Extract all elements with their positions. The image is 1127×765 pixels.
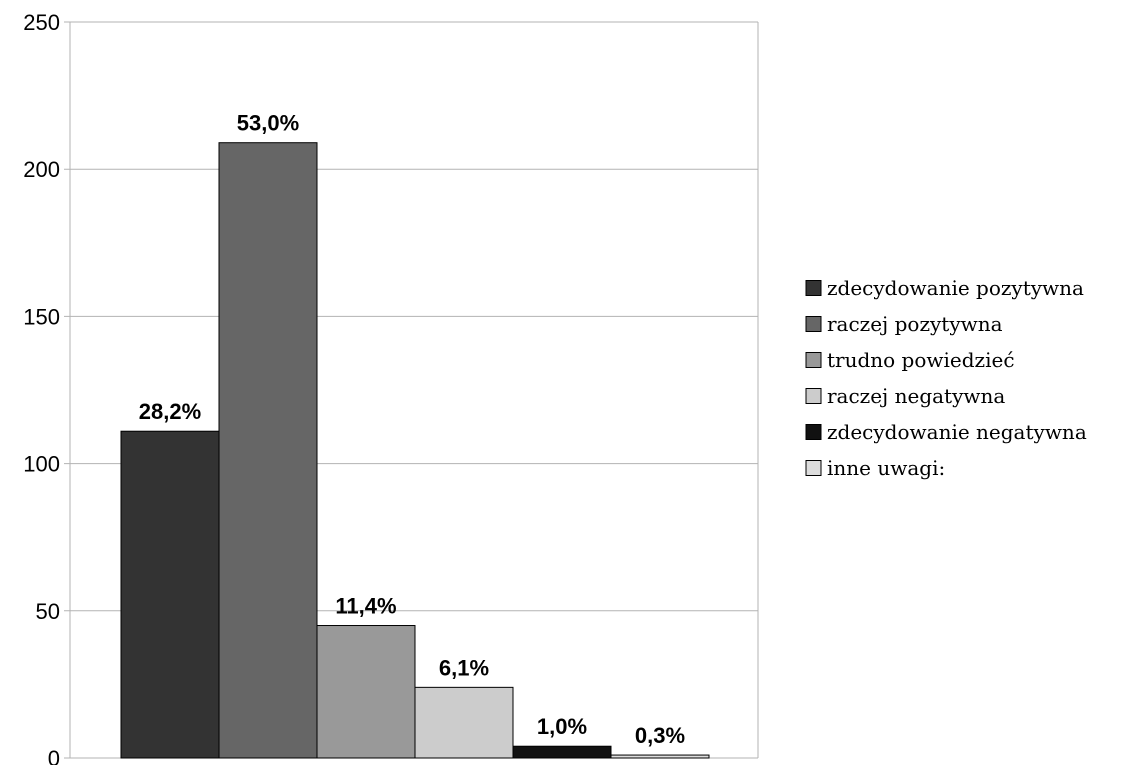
- data-label: 0,3%: [635, 723, 685, 748]
- y-axis-ticks: 0 50 100 150 200 250: [23, 10, 60, 765]
- y-tick-label: 100: [23, 452, 60, 477]
- y-tick-label: 150: [23, 304, 60, 329]
- bar: [512, 745, 612, 759]
- y-tick-label: 250: [23, 10, 60, 35]
- bar: [316, 625, 416, 759]
- y-tick-label: 50: [36, 599, 60, 624]
- legend-label: trudno powiedzieć: [827, 348, 1015, 372]
- legend-swatch: [805, 424, 822, 440]
- data-label: 11,4%: [335, 594, 396, 619]
- data-label: 1,0%: [537, 714, 587, 739]
- bar: [120, 430, 220, 759]
- legend-label: raczej negatywna: [827, 384, 1005, 408]
- y-tick-label: 200: [23, 157, 60, 182]
- bars: [120, 142, 710, 759]
- data-labels: 28,2% 53,0% 11,4% 6,1% 1,0% 0,3%: [139, 111, 685, 748]
- legend-label: zdecydowanie negatywna: [827, 420, 1087, 444]
- legend-swatch: [805, 460, 822, 476]
- y-tick-label: 0: [48, 746, 60, 765]
- legend-swatch: [805, 388, 822, 404]
- legend-label: inne uwagi:: [827, 456, 945, 480]
- data-label: 28,2%: [139, 399, 201, 424]
- data-label: 6,1%: [439, 655, 489, 680]
- legend-label: raczej pozytywna: [827, 312, 1003, 336]
- bar: [610, 754, 710, 759]
- bar: [218, 142, 318, 759]
- bar: [414, 686, 514, 759]
- legend-swatch: [805, 316, 822, 332]
- legend: zdecydowanie pozytywna raczej pozytywna tr…: [805, 276, 1087, 480]
- legend-swatch: [805, 280, 822, 296]
- legend-label: zdecydowanie pozytywna: [827, 276, 1084, 300]
- data-label: 53,0%: [237, 111, 299, 136]
- legend-swatch: [805, 352, 822, 368]
